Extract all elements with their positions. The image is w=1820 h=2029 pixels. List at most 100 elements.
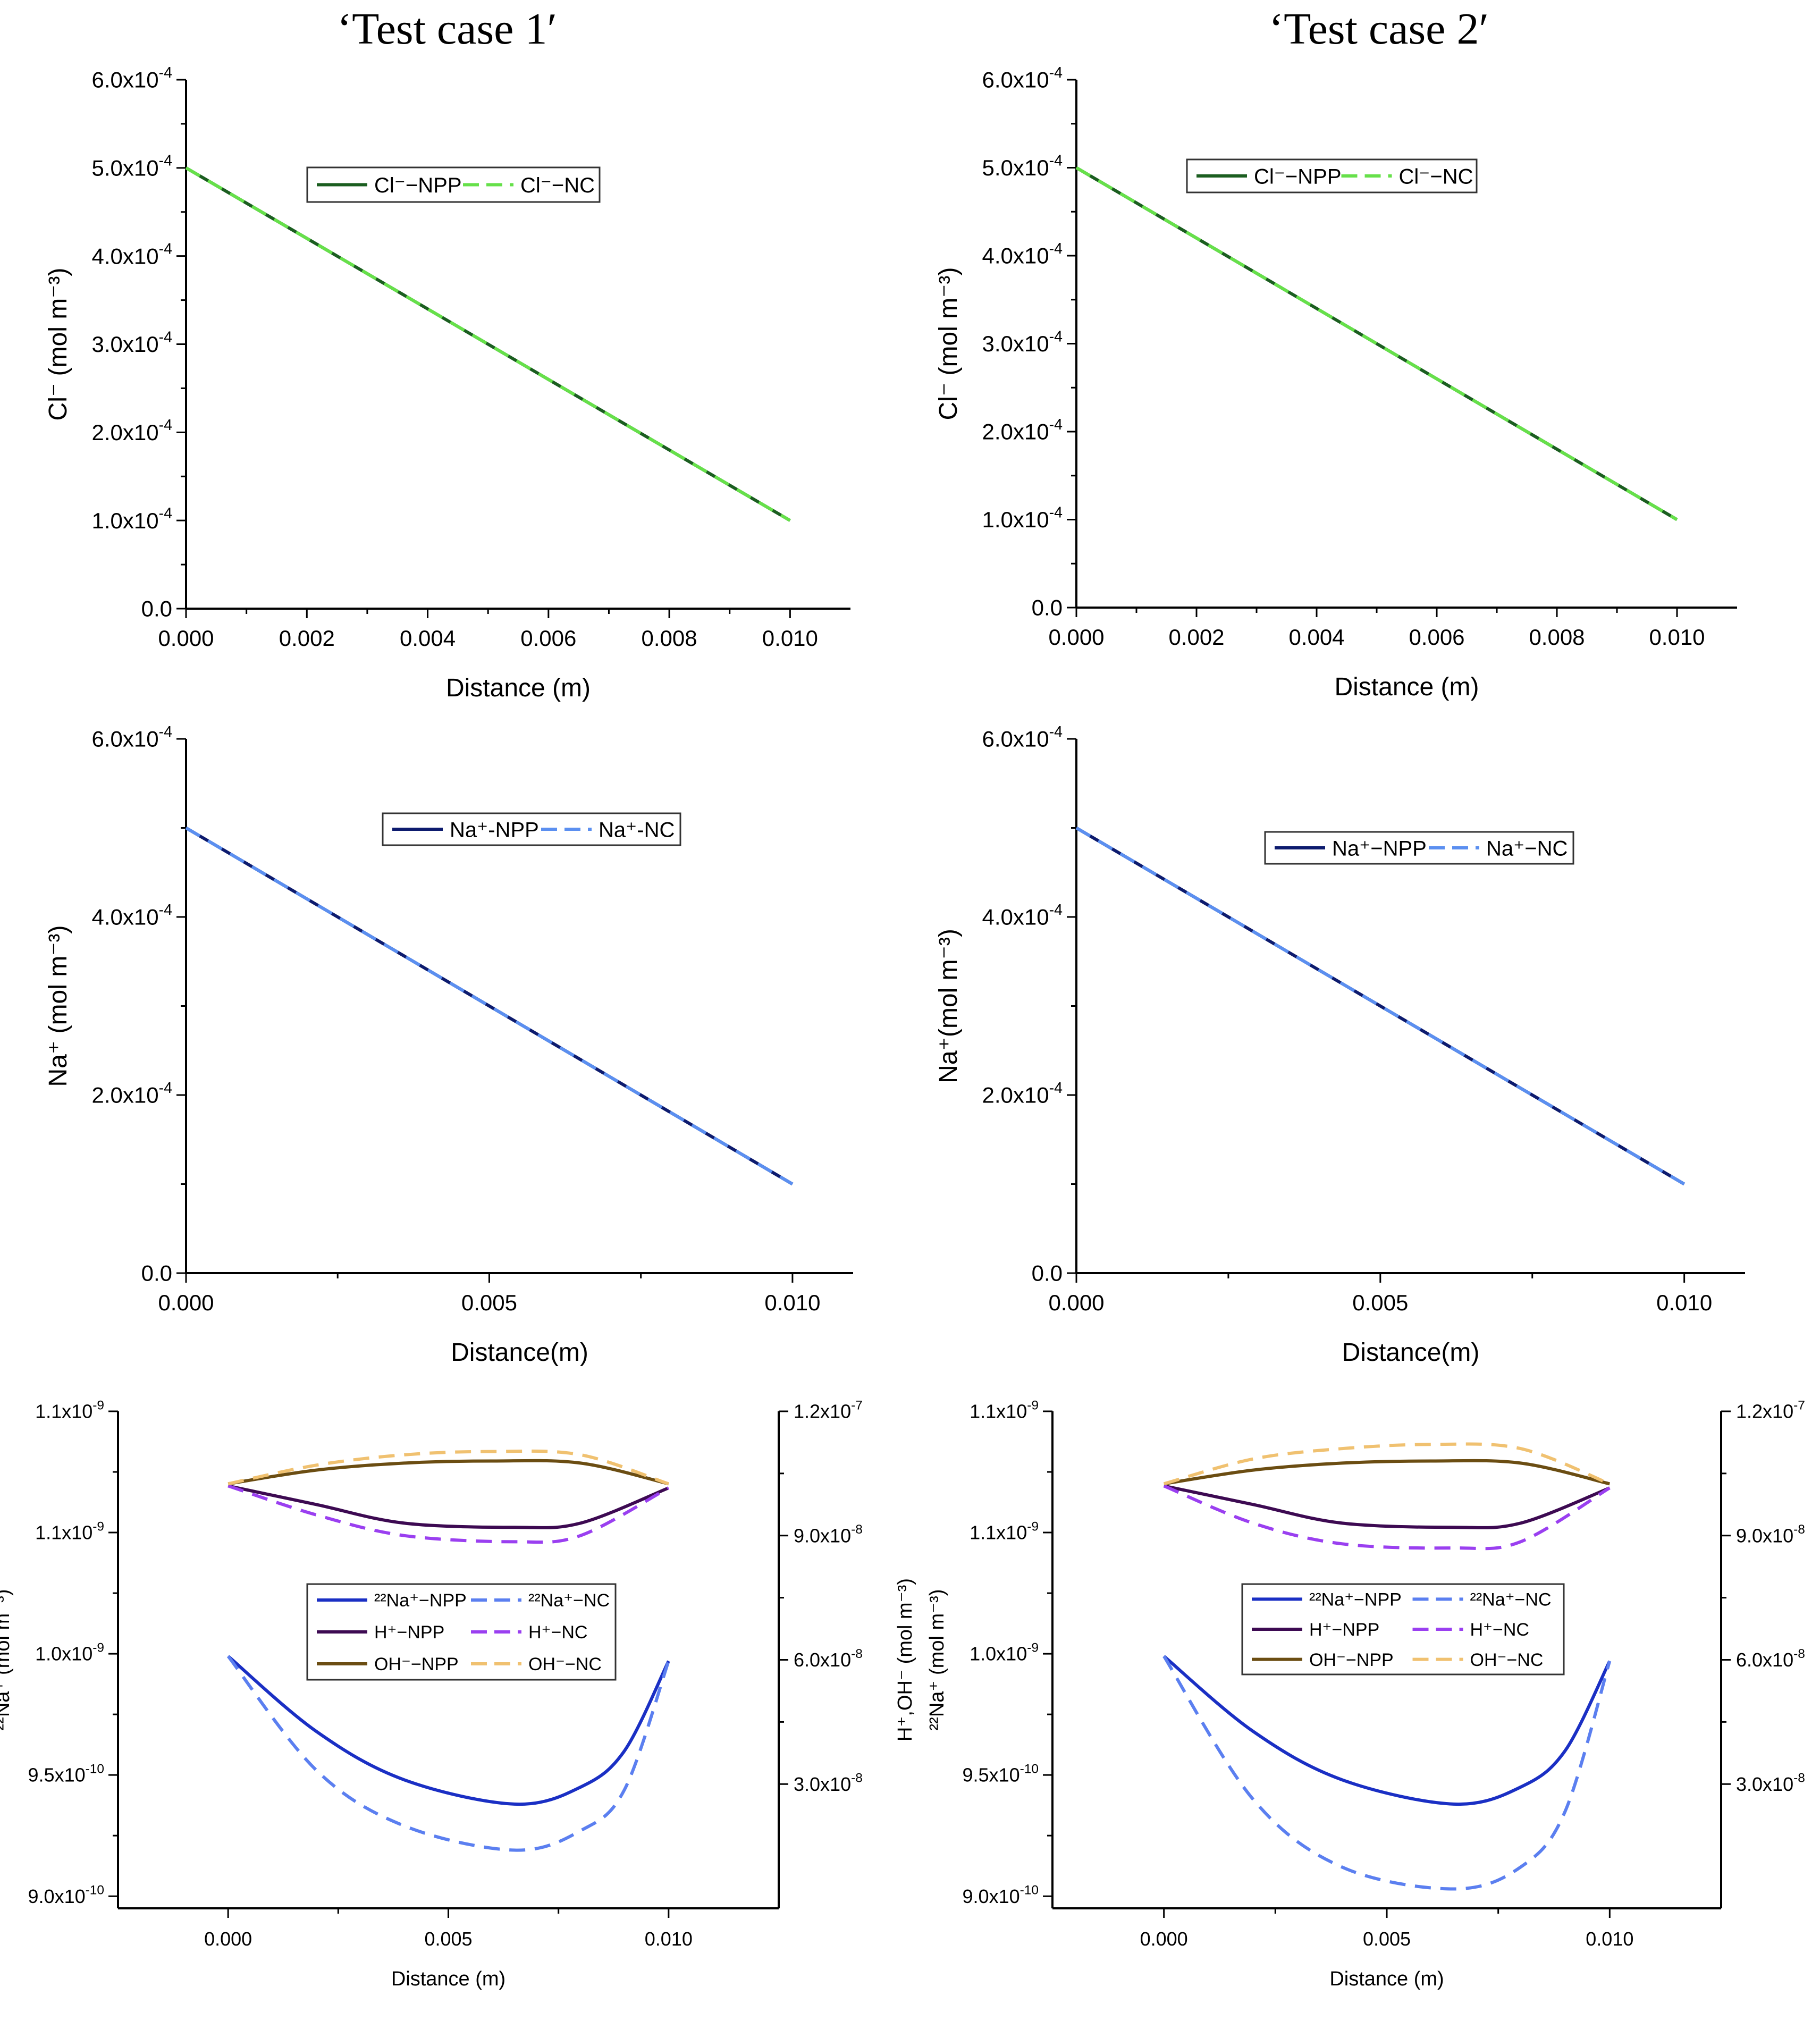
series-line	[1162, 1655, 1612, 1891]
x-axis-label: Distance(m)	[1342, 1338, 1480, 1367]
chart-mix2: 0.000 0.005 0.010 9.0x10-10 9.5x10-10 1.0x10-…	[926, 1398, 1805, 1990]
x-tick-label: 0.010	[1649, 625, 1705, 650]
y-tick-label: 1.1x10-9	[970, 1398, 1039, 1422]
series-line	[228, 1449, 669, 1486]
y-tick-label: 0.0	[141, 596, 172, 621]
y-tick-label: 6.0x10-4	[92, 64, 173, 92]
y-tick-label: 0.0	[1032, 595, 1063, 620]
y-tick-label: 4.0x10-4	[982, 902, 1063, 930]
chart-mix1: 0.000 0.005 0.010 9.0x10-10 9.5x10-10 1.0x10-…	[0, 1398, 916, 1990]
chart-cl1: 0.000 0.002 0.004 0.006 0.008 0.010 0.0 1.0x10-…	[44, 64, 850, 702]
x-tick-label: 0.005	[424, 1928, 472, 1950]
y-right-tick-label: 1.2x10-7	[794, 1398, 863, 1422]
y-tick-label: 9.5x10-10	[28, 1762, 104, 1786]
x-axis-label: Distance (m)	[391, 1968, 505, 1990]
y-tick-label: 9.5x10-10	[963, 1762, 1039, 1786]
legend-label: H⁺−NC	[528, 1622, 587, 1643]
legend: Cl⁻−NPP Cl⁻−NC	[306, 166, 601, 203]
y-tick-label: 0.0	[1032, 1261, 1063, 1286]
y-right-tick-label: 9.0x10-8	[1736, 1522, 1805, 1546]
series-line	[1162, 1655, 1611, 1806]
y-tick-label: 3.0x10-4	[92, 329, 173, 357]
y-tick-label: 3.0x10-4	[982, 328, 1063, 356]
x-tick-label: 0.002	[279, 626, 335, 651]
y-tick-label: 4.0x10-4	[982, 240, 1063, 268]
y-tick-label: 4.0x10-4	[92, 902, 173, 930]
x-tick-label: 0.004	[400, 626, 456, 651]
y-tick-label: 1.0x10-9	[35, 1640, 104, 1664]
y-axis-label: Cl⁻ (mol m⁻³)	[44, 268, 72, 421]
y-tick-label: 1.1x10-9	[970, 1519, 1039, 1543]
legend-label: ²²Na⁺−NPP	[1309, 1590, 1402, 1610]
legend: ²²Na⁺−NPP ²²Na⁺−NC H⁺−NPP H⁺−NC OH⁻−NPP OH⁻−N…	[306, 1583, 617, 1681]
y-tick-label: 2.0x10-4	[92, 417, 173, 445]
x-tick-label: 0.004	[1288, 625, 1344, 650]
x-tick-label: 0.008	[1529, 625, 1585, 650]
series-line	[228, 1459, 669, 1486]
chart-cl2: 0.000 0.002 0.004 0.006 0.008 0.010 0.0 1.0x10-…	[934, 64, 1737, 701]
y-right-tick-label: 1.2x10-7	[1736, 1398, 1805, 1422]
series-line	[185, 166, 791, 522]
series-line	[1163, 1484, 1611, 1551]
y-tick-label: 2.0x10-4	[982, 416, 1063, 444]
legend-label: Na⁺-NC	[599, 818, 675, 841]
legend-label: Cl⁻−NC	[520, 174, 595, 197]
x-axis-label: Distance(m)	[451, 1338, 588, 1367]
series-line	[1164, 1459, 1610, 1486]
y-right-tick-label: 6.0x10-8	[794, 1647, 863, 1671]
y-tick-label: 1.1x10-9	[35, 1519, 104, 1543]
legend-label: OH⁻−NC	[528, 1654, 602, 1674]
x-tick-label: 0.010	[1586, 1928, 1633, 1950]
series-line	[226, 1655, 670, 1852]
legend-label: Na⁺−NPP	[1332, 837, 1427, 860]
series-line	[185, 826, 794, 1186]
legend-box	[382, 812, 681, 846]
y-right-axis-label: H⁺,OH⁻ (mol m⁻³)	[894, 1578, 916, 1741]
y-tick-label: 1.1x10-9	[35, 1398, 104, 1422]
x-tick-label: 0.006	[1409, 625, 1464, 650]
series-line	[228, 1484, 669, 1530]
y-tick-label: 1.0x10-9	[970, 1640, 1039, 1664]
y-tick-label: 2.0x10-4	[982, 1080, 1063, 1108]
x-tick-label: 0.006	[520, 626, 576, 651]
y-tick-label: 6.0x10-4	[92, 723, 173, 752]
legend-label: ²²Na⁺−NPP	[374, 1590, 467, 1611]
x-tick-label: 0.000	[1048, 625, 1104, 650]
legend: Cl⁻−NPP Cl⁻−NC	[1186, 158, 1478, 193]
y-axis-label: Cl⁻ (mol m⁻³)	[934, 267, 963, 420]
legend-label: Na⁺−NC	[1486, 837, 1568, 860]
legend-label: OH⁻−NPP	[374, 1654, 459, 1674]
x-axis-label: Distance (m)	[446, 674, 591, 702]
y-axis-label: Na⁺(mol m⁻³)	[934, 929, 963, 1083]
x-axis-label: Distance (m)	[1334, 673, 1479, 701]
y-tick-label: 5.0x10-4	[92, 153, 173, 181]
series-line	[1163, 1442, 1611, 1486]
y-right-tick-label: 9.0x10-8	[794, 1522, 863, 1546]
test-case-2-title: ‘Test case 2′	[1269, 4, 1489, 54]
legend-label: H⁺−NC	[1470, 1620, 1529, 1640]
y-tick-label: 6.0x10-4	[982, 723, 1063, 752]
x-tick-label: 0.000	[204, 1928, 252, 1950]
x-tick-label: 0.010	[1656, 1290, 1712, 1315]
y-right-tick-label: 6.0x10-8	[1736, 1647, 1805, 1671]
y-axis-label: ²²Na⁺ (mol m⁻³)	[926, 1589, 948, 1731]
y-tick-label: 4.0x10-4	[92, 240, 173, 268]
x-tick-label: 0.010	[764, 1290, 820, 1315]
x-tick-label: 0.005	[1352, 1290, 1408, 1315]
series-line	[1075, 826, 1686, 1186]
y-axis-label: ²²Na⁺ (mol m⁻³)	[0, 1589, 14, 1731]
legend-label: OH⁻−NC	[1470, 1650, 1544, 1670]
series-line	[1075, 166, 1678, 521]
x-tick-label: 0.010	[645, 1928, 693, 1950]
x-tick-label: 0.000	[1048, 1290, 1104, 1315]
y-right-tick-label: 3.0x10-8	[794, 1771, 863, 1795]
x-tick-label: 0.000	[1140, 1928, 1188, 1950]
legend-label: H⁺−NPP	[1309, 1620, 1379, 1640]
x-tick-label: 0.010	[762, 626, 818, 651]
legend-label: ²²Na⁺−NC	[1470, 1590, 1552, 1610]
series-line	[228, 1484, 670, 1544]
x-tick-label: 0.005	[1363, 1928, 1411, 1950]
test-case-1-title: ‘Test case 1′	[337, 4, 557, 54]
x-tick-label: 0.000	[158, 1290, 214, 1315]
